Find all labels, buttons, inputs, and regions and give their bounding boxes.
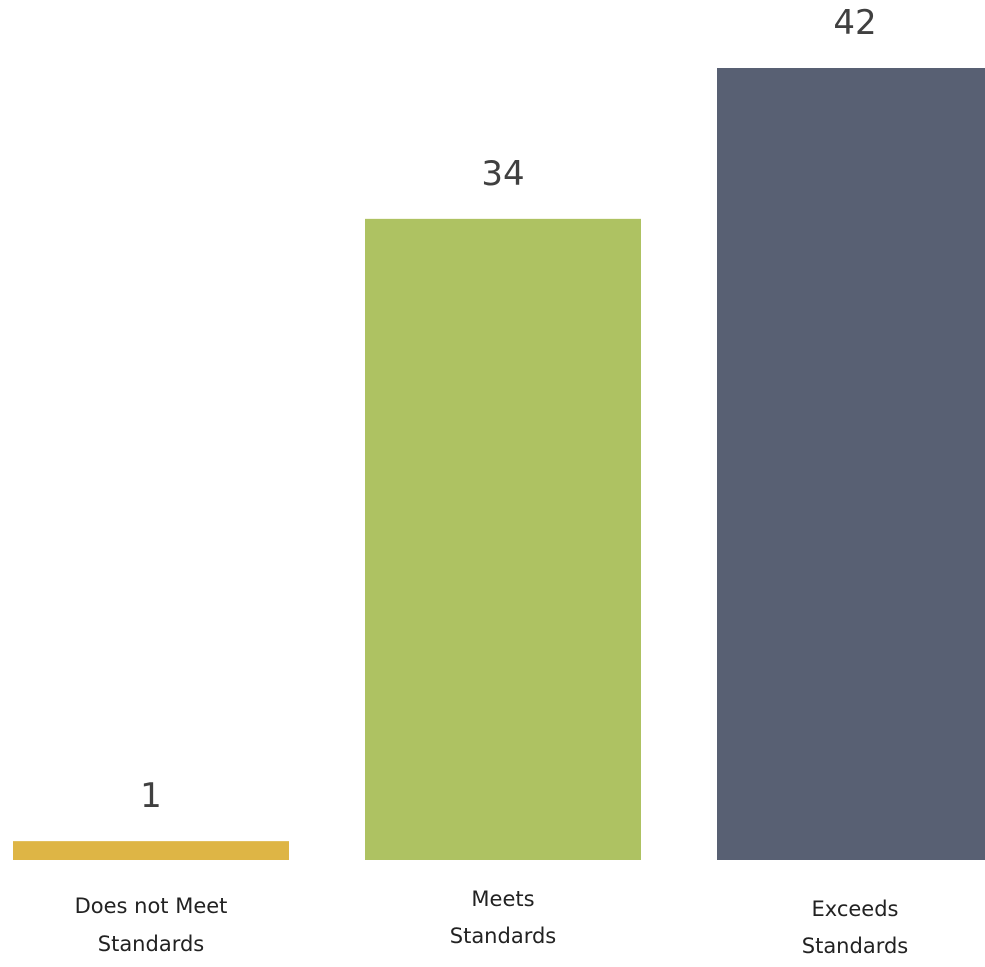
value-label-0: 1	[140, 776, 162, 816]
category-label-1-line-0: Meets	[471, 887, 534, 911]
bar-1	[365, 218, 641, 860]
value-label-1: 34	[481, 154, 524, 194]
category-labels-group: Does not Meet Standards Meets Standards Exce…	[75, 887, 909, 958]
value-label-2: 42	[833, 3, 876, 43]
category-label-0-line-1: Standards	[98, 932, 204, 956]
category-label-1-line-1: Standards	[450, 924, 556, 948]
value-labels-group: 1 34 42	[140, 3, 876, 816]
bar-2	[717, 68, 985, 860]
bars-group	[13, 68, 985, 860]
category-label-2-line-0: Exceeds	[812, 897, 899, 921]
category-label-2-line-1: Standards	[802, 934, 908, 958]
bar-0	[13, 841, 289, 860]
category-label-0-line-0: Does not Meet	[75, 894, 228, 918]
